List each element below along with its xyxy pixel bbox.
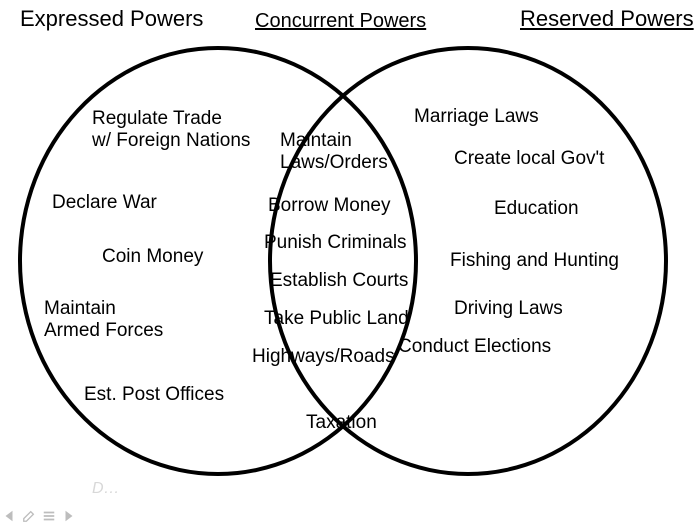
prev-icon[interactable] <box>2 509 16 523</box>
item-establish-courts: Establish Courts <box>270 270 408 292</box>
item-maintain-laws: Maintain Laws/Orders <box>280 130 388 174</box>
item-driving-laws-l1: Driving Laws <box>454 298 563 319</box>
venn-diagram: Expressed Powers Concurrent Powers Reser… <box>0 0 700 525</box>
item-conduct-elections: Conduct Elections <box>398 336 551 358</box>
edit-icon[interactable] <box>22 509 36 523</box>
heading-concurrent: Concurrent Powers <box>255 10 426 33</box>
heading-expressed: Expressed Powers <box>20 6 203 32</box>
heading-reserved-text: Reserved Powers <box>520 6 694 32</box>
item-fishing-hunting: Fishing and Hunting <box>450 250 619 272</box>
item-regulate-trade: Regulate Trade w/ Foreign Nations <box>92 108 250 152</box>
item-marriage-laws: Marriage Laws <box>414 106 539 128</box>
item-highways-roads-l1: Highways/Roads <box>252 346 395 367</box>
nav-toolbar <box>2 509 76 523</box>
item-fishing-hunting-l1: Fishing and Hunting <box>450 250 619 271</box>
item-create-local-govt-l1: Create local Gov't <box>454 148 604 169</box>
item-armed-forces-l2: Armed Forces <box>44 320 163 341</box>
item-maintain-laws-l1: Maintain <box>280 130 352 151</box>
item-taxation-l1: Taxation <box>306 412 377 433</box>
item-education-l1: Education <box>494 198 579 219</box>
partial-text: D… <box>92 480 120 498</box>
item-armed-forces: Maintain Armed Forces <box>44 298 163 342</box>
next-icon[interactable] <box>62 509 76 523</box>
item-marriage-laws-l1: Marriage Laws <box>414 106 539 127</box>
item-regulate-trade-l1: Regulate Trade <box>92 108 222 129</box>
item-take-public-land-l1: Take Public Land <box>264 308 409 329</box>
item-post-offices-l1: Est. Post Offices <box>84 384 224 405</box>
item-punish-criminals-l1: Punish Criminals <box>264 232 407 253</box>
item-driving-laws: Driving Laws <box>454 298 563 320</box>
item-post-offices: Est. Post Offices <box>84 384 224 406</box>
item-take-public-land: Take Public Land <box>264 308 409 330</box>
item-declare-war-l1: Declare War <box>52 192 157 213</box>
item-borrow-money: Borrow Money <box>268 195 391 217</box>
item-borrow-money-l1: Borrow Money <box>268 195 391 216</box>
item-create-local-govt: Create local Gov't <box>454 148 604 170</box>
item-coin-money-l1: Coin Money <box>102 246 203 267</box>
item-declare-war: Declare War <box>52 192 157 214</box>
partial-text-span: D… <box>92 480 120 497</box>
item-regulate-trade-l2: w/ Foreign Nations <box>92 130 250 151</box>
heading-reserved: Reserved Powers <box>520 6 694 32</box>
item-maintain-laws-l2: Laws/Orders <box>280 152 388 173</box>
item-punish-criminals: Punish Criminals <box>264 232 407 254</box>
item-conduct-elections-l1: Conduct Elections <box>398 336 551 357</box>
item-education: Education <box>494 198 579 220</box>
item-highways-roads: Highways/Roads <box>252 346 395 368</box>
heading-concurrent-text: Concurrent Powers <box>255 10 426 33</box>
item-armed-forces-l1: Maintain <box>44 298 116 319</box>
item-coin-money: Coin Money <box>102 246 203 268</box>
list-icon[interactable] <box>42 509 56 523</box>
item-taxation: Taxation <box>306 412 377 434</box>
heading-expressed-text: Expressed Powers <box>20 6 203 31</box>
item-establish-courts-l1: Establish Courts <box>270 270 408 291</box>
